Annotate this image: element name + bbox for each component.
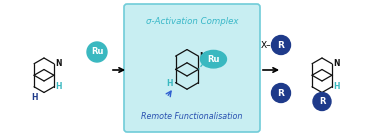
Text: H: H xyxy=(166,79,172,88)
Text: R: R xyxy=(277,89,284,97)
Circle shape xyxy=(271,36,291,55)
Circle shape xyxy=(271,84,291,102)
Text: R: R xyxy=(277,40,284,50)
Text: N: N xyxy=(55,59,62,68)
Text: Ru: Ru xyxy=(207,55,220,64)
Text: X–: X– xyxy=(260,40,271,50)
Text: N: N xyxy=(333,59,339,68)
Ellipse shape xyxy=(200,50,226,68)
Circle shape xyxy=(87,42,107,62)
FancyBboxPatch shape xyxy=(124,4,260,132)
Circle shape xyxy=(313,92,331,111)
Text: N: N xyxy=(200,52,206,61)
Text: H: H xyxy=(333,82,340,91)
Text: σ-Activation Complex: σ-Activation Complex xyxy=(146,17,238,26)
Text: Remote Functionalisation: Remote Functionalisation xyxy=(141,112,243,121)
Text: Ru: Ru xyxy=(91,48,103,57)
Text: R: R xyxy=(319,97,325,106)
Text: H: H xyxy=(56,82,62,91)
Text: H: H xyxy=(32,94,38,102)
